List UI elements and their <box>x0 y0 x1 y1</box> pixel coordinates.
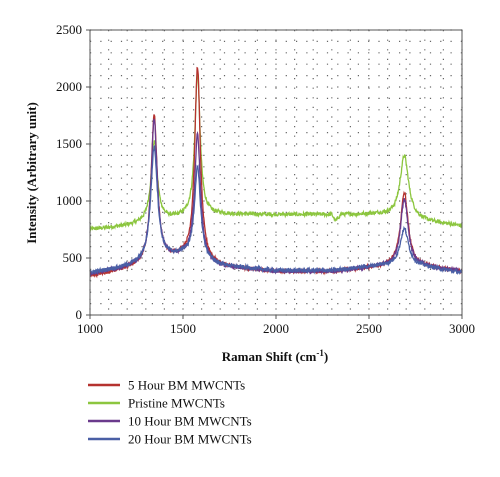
y-tick-label: 1500 <box>56 136 82 151</box>
x-axis-ticks: 1000 1500 2000 2500 3000 <box>77 315 475 336</box>
series-layer <box>89 66 463 279</box>
y-tick-label: 2000 <box>56 79 82 94</box>
x-axis-title-suffix: ) <box>324 349 328 364</box>
x-tick-label: 2000 <box>263 321 289 336</box>
y-tick-label: 0 <box>76 307 83 322</box>
y-tick-label: 1000 <box>56 193 82 208</box>
y-axis-ticks: 0 500 1000 1500 2000 2500 <box>56 22 90 322</box>
legend-label: 20 Hour BM MWCNTs <box>128 432 252 447</box>
x-axis-title: Raman Shift (cm-1) <box>222 348 328 364</box>
series-line-4 <box>89 145 463 276</box>
legend-label: Pristine MWCNTs <box>128 396 225 411</box>
legend-label: 10 Hour BM MWCNTs <box>128 414 252 429</box>
x-axis-title-sup: -1 <box>316 348 324 358</box>
x-axis-title-main: Raman Shift (cm <box>222 349 317 364</box>
legend: 5 Hour BM MWCNTs Pristine MWCNTs 10 Hour B… <box>88 378 252 447</box>
x-tick-label: 1500 <box>170 321 196 336</box>
series-line-1 <box>89 66 463 279</box>
grid <box>89 29 463 316</box>
y-axis-title: Intensity (Arbitrary unit) <box>24 102 39 244</box>
y-tick-label: 2500 <box>56 22 82 37</box>
x-tick-label: 3000 <box>449 321 475 336</box>
x-tick-label: 2500 <box>356 321 382 336</box>
x-tick-label: 1000 <box>77 321 103 336</box>
y-tick-label: 500 <box>63 250 83 265</box>
legend-label: 5 Hour BM MWCNTs <box>128 378 245 393</box>
